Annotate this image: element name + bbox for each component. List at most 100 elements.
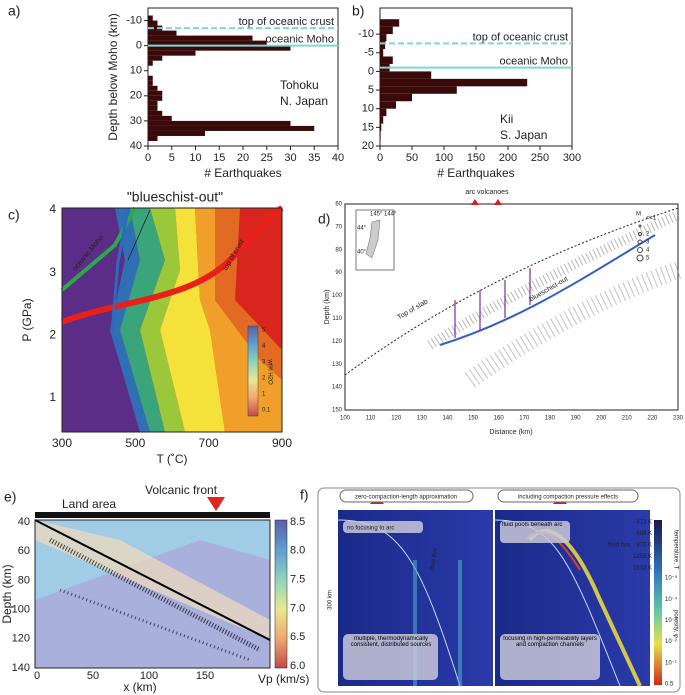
x-tick-label: 190: [571, 416, 582, 422]
bar: [148, 25, 163, 31]
legend-entry: 4: [646, 248, 650, 254]
y-tick-label: 1: [49, 390, 56, 404]
x-tick-label: 35: [308, 152, 320, 164]
y-tick-label: 80: [335, 247, 342, 253]
bar: [148, 75, 153, 81]
bar: [148, 15, 153, 21]
bar: [380, 108, 387, 117]
x-tick-label: 100: [340, 416, 351, 422]
x-tick-label: 150: [468, 416, 479, 422]
bar: [148, 125, 315, 131]
x-tick-label: 140: [442, 416, 453, 422]
bar: [148, 50, 196, 56]
x-axis-label: # Earthquakes: [437, 166, 514, 180]
colorbar-label: 10⁻¹: [665, 660, 677, 666]
bar: [148, 105, 158, 111]
colorbar-label: 6.0: [290, 660, 305, 672]
y-tick-label: 5: [368, 84, 374, 96]
panel-label: f): [300, 487, 309, 503]
legend-entry: 3: [646, 240, 650, 246]
colorbar-label: 3: [262, 360, 266, 366]
x-tick-label: 100: [435, 152, 453, 164]
panel-title: "blueschist-out": [127, 189, 223, 205]
x-axis-label: Distance (km): [489, 429, 532, 436]
bar: [148, 55, 163, 61]
legend-entry: <=1: [646, 216, 657, 222]
y-tick-label: 40: [130, 140, 142, 152]
y-tick-label: 4: [49, 202, 56, 216]
colorbar-label: 0.1: [262, 408, 271, 414]
x-tick-label: 15: [213, 152, 225, 164]
bar: [148, 60, 153, 66]
y-tick-label: 60: [18, 545, 30, 557]
x-tick-label: 5: [169, 152, 175, 164]
y-tick-label: 80: [18, 574, 30, 586]
scale-label: 300 km: [328, 590, 334, 610]
y-tick-label: 110: [332, 316, 342, 322]
colorbar-label: 4: [262, 344, 266, 350]
x-tick-label: 170: [519, 416, 530, 422]
bar: [380, 71, 432, 79]
note-text: focusing in high-permeability layers and…: [503, 636, 597, 648]
x-tick-label: 160: [494, 416, 505, 422]
y-tick-label: -5: [364, 47, 374, 59]
temperature-label: 973 K: [636, 543, 652, 549]
bar: [380, 101, 396, 109]
x-tick-label: 0: [377, 152, 383, 164]
inset-label: 145°: [370, 212, 383, 218]
y-axis-label: Depth (km): [0, 564, 14, 623]
y-tick-label: 40: [18, 516, 30, 528]
x-tick-label: 300: [52, 436, 72, 450]
y-tick-label: 90: [335, 270, 342, 276]
colorbar-label: 10⁻³: [665, 618, 677, 624]
x-tick-label: 700: [199, 436, 219, 450]
subpanel-title: including compaction pressure effects: [518, 495, 618, 501]
note: no focusing to arc: [347, 526, 394, 532]
y-tick-label: 30: [130, 115, 142, 127]
bar: [380, 49, 384, 57]
colorbar-label: 7.0: [290, 602, 305, 614]
y-tick-label: 100: [12, 604, 30, 616]
bar: [148, 120, 291, 126]
bar: [148, 115, 172, 121]
bar: [380, 93, 412, 102]
colorbar-label: 8.0: [290, 545, 305, 557]
x-tick-label: 150: [196, 670, 214, 682]
x-tick-label: 110: [366, 416, 376, 422]
y-tick-label: 0: [368, 65, 374, 77]
inset-label: 44°: [357, 226, 367, 232]
panel-f-plot: [317, 487, 681, 693]
annotation: Volcanic front: [145, 483, 218, 497]
x-tick-label: 130: [417, 416, 428, 422]
legend-entry: 2: [646, 232, 650, 238]
y-axis-label: Depth below Moho (km): [106, 13, 120, 140]
flux-label: fluid flux: [430, 548, 440, 571]
bar: [380, 34, 387, 42]
temperature-label: 413 K: [636, 520, 652, 526]
note-text: multiple, thermodynamically consistent, …: [350, 636, 432, 648]
bar: [148, 90, 163, 96]
y-tick-label: 15: [362, 121, 374, 133]
note: multiple, thermodynamically consistent, …: [350, 636, 432, 648]
y-tick-label: 0: [136, 40, 142, 52]
colorbar-label: 5: [262, 328, 266, 334]
temperature-label: 1253 K: [633, 554, 652, 560]
flux-label: fluid flux: [608, 543, 630, 549]
bar: [148, 85, 158, 91]
bar: [380, 116, 384, 124]
x-axis-label: x (km): [123, 680, 156, 694]
note-text: fluid pools beneath arc: [502, 522, 563, 528]
x-axis-label: # Earthquakes: [204, 166, 281, 180]
x-tick-label: 210: [622, 416, 633, 422]
panel-label: b): [352, 3, 364, 19]
colorbar-label: 6.5: [290, 631, 305, 643]
y-tick-label: 60: [335, 202, 342, 208]
bar: [148, 35, 253, 41]
x-tick-label: 180: [545, 416, 556, 422]
panel-label: a): [8, 3, 20, 19]
y-tick-label: 120: [12, 633, 30, 645]
x-tick-label: 30: [284, 152, 296, 164]
temperature-title: temperature, T: [672, 530, 678, 570]
x-tick-label: 0: [145, 152, 151, 164]
